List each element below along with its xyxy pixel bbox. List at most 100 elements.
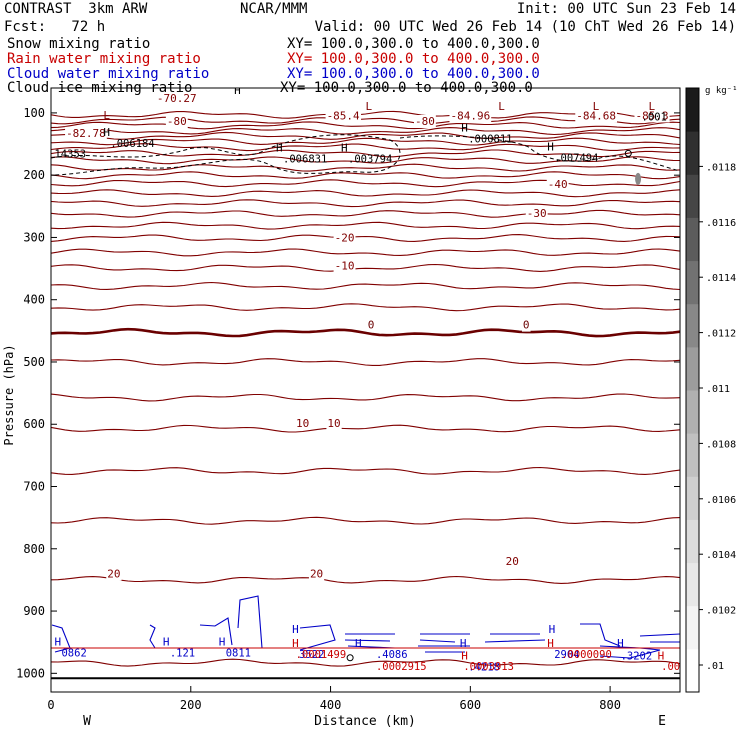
colorbar-swatch (686, 390, 699, 434)
legend-cloud-water-name: Cloud water mixing ratio (7, 66, 210, 82)
temperature-contour (51, 209, 680, 218)
valid-time: Valid: 00 UTC Wed 26 Feb 14 (10 ChT Wed … (314, 19, 736, 35)
extremum-mark: L (649, 100, 656, 113)
temperature-contour (51, 303, 680, 312)
contour-label: -84.96 (450, 109, 490, 122)
colorbar-label: .0116 (706, 218, 736, 229)
temperature-contour (51, 393, 680, 402)
cloud-water-contour (299, 624, 336, 651)
temperature-contour (51, 179, 680, 188)
temperature-contour (51, 127, 680, 136)
extremum-mark: H (461, 122, 468, 135)
extremum-value: .4086 (376, 649, 408, 661)
extremum-mark: H (355, 637, 362, 650)
temperature-contour (51, 137, 680, 146)
contour-label-bg (333, 231, 356, 245)
extremum-value: .006831 (283, 154, 327, 166)
x-axis-label: Distance (km) (314, 714, 416, 729)
contour-label: 20 (107, 568, 120, 581)
temperature-contour (51, 466, 680, 475)
y-tick-label: 1000 (16, 666, 45, 680)
contour-label-bg (155, 91, 198, 105)
contour-label-bg (106, 567, 122, 581)
contour-label: -80 (415, 115, 435, 128)
extremum-value: .0001499 (296, 649, 347, 661)
extremum-mark: H (549, 623, 556, 636)
contour-label: 10 (327, 417, 340, 430)
colorbar-swatch (686, 476, 699, 520)
cloud-water-contour (149, 624, 156, 649)
temperature-contour (51, 424, 680, 433)
legend-rain-name: Rain water mixing ratio (7, 51, 201, 67)
cloud-water-contour (484, 633, 546, 649)
colorbar-frame (685, 87, 700, 693)
colorbar-swatch (686, 648, 699, 693)
temperature-contour (51, 234, 680, 242)
colorbar-swatch (686, 174, 699, 218)
extremum-mark: L (366, 100, 373, 113)
extremum-mark: H (547, 637, 554, 650)
x-tick-label: 400 (320, 698, 342, 712)
contour-label: -82.78 (66, 127, 106, 140)
contour-label: -70.27 (157, 92, 197, 105)
contour-label-bg (294, 417, 311, 431)
plot-frame (50, 87, 681, 693)
contour-label: 20 (506, 555, 519, 568)
forecast-hour: Fcst: 72 h (4, 19, 106, 35)
org-label: NCAR/MMM (240, 1, 308, 17)
extremum-value: .003794 (348, 154, 392, 166)
cloud-water-contour (418, 633, 470, 653)
legend-snow-xy: XY= 100.0,300.0 to 400.0,300.0 (287, 36, 540, 52)
contour-layer (51, 110, 680, 680)
contour-label-bg (413, 115, 436, 129)
y-tick-label: 400 (23, 293, 45, 307)
extremum-value: .007494 (554, 152, 598, 164)
y-axis-label: Pressure (hPa) (2, 344, 16, 445)
colorbar: .0118 .0116 .0114 .0112 .011 .0108 .0106 .0104.… (685, 87, 736, 693)
temperature-contour (51, 281, 680, 291)
contour-label: -10 (335, 259, 355, 272)
point-marker (624, 149, 632, 157)
temperature-contour (51, 575, 680, 584)
extremum-mark: L (103, 109, 110, 122)
contour-label-bg (325, 109, 362, 123)
temperature-contour (51, 163, 680, 172)
colorbar-swatch (686, 346, 699, 391)
temperature-contour (51, 221, 680, 230)
contour-label-bg (165, 115, 188, 129)
colorbar-label: .0102 (706, 606, 736, 617)
extremum-mark: H (547, 140, 554, 153)
extremum-value: 3522 (299, 649, 324, 661)
extremum-value: .4218 (468, 662, 500, 674)
temperature-contour (51, 189, 680, 198)
temperature-contour (51, 121, 680, 130)
ice-mixing-shaded-blob (635, 172, 642, 185)
temperature-contour (51, 149, 680, 158)
extremum-value: 0811 (226, 647, 251, 659)
x-tick-label: 800 (599, 698, 621, 712)
contour-label: -85.4 (327, 109, 360, 122)
legend-cloud-water-xy: XY= 100.0,300.0 to 400.0,300.0 (287, 66, 540, 82)
temperature-contour (51, 248, 680, 257)
temperature-contour (51, 171, 680, 180)
legend-rain-xy: XY= 100.0,300.0 to 400.0,300.0 (287, 51, 540, 67)
colorbar-swatch (686, 562, 699, 607)
colorbar-unit: g kg⁻¹ (705, 86, 738, 96)
colorbar-swatch (686, 260, 699, 305)
temperature-contour (51, 131, 680, 140)
contour-label-bg (366, 318, 376, 332)
temperature-contour (51, 327, 680, 338)
contour-label: 0 (368, 319, 375, 332)
extremum-value: .3202 (621, 651, 653, 663)
extremum-value: .0003913 (463, 661, 514, 673)
y-tick-label: 300 (23, 230, 45, 244)
extremum-value: .006184 (110, 138, 154, 150)
extremum-value: .000811 (468, 134, 512, 146)
snow-contour (51, 134, 401, 176)
y-tick-label: 600 (23, 417, 45, 431)
west-label: W (83, 714, 91, 729)
colorbar-swatch (686, 605, 699, 650)
temperature-contour (51, 143, 680, 152)
cloud-water-contour (199, 617, 233, 646)
